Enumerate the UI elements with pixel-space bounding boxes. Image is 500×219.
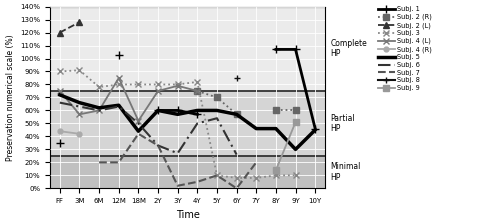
Text: Complete
HP: Complete HP bbox=[330, 39, 367, 58]
Bar bbox=[50, 156, 325, 188]
Bar bbox=[50, 91, 325, 156]
Legend: Subj. 1, Subj. 2 (R), Subj. 2 (L), Subj. 3, Subj. 4 (L), Subj. 4 (R), Subj. 5, S: Subj. 1, Subj. 2 (R), Subj. 2 (L), Subj.… bbox=[378, 6, 432, 91]
Y-axis label: Preservation numerical scale (%): Preservation numerical scale (%) bbox=[6, 34, 15, 161]
Text: Minimal
HP: Minimal HP bbox=[330, 162, 361, 182]
X-axis label: Time: Time bbox=[176, 210, 200, 219]
Bar bbox=[50, 7, 325, 91]
Text: Partial
HP: Partial HP bbox=[330, 114, 355, 133]
